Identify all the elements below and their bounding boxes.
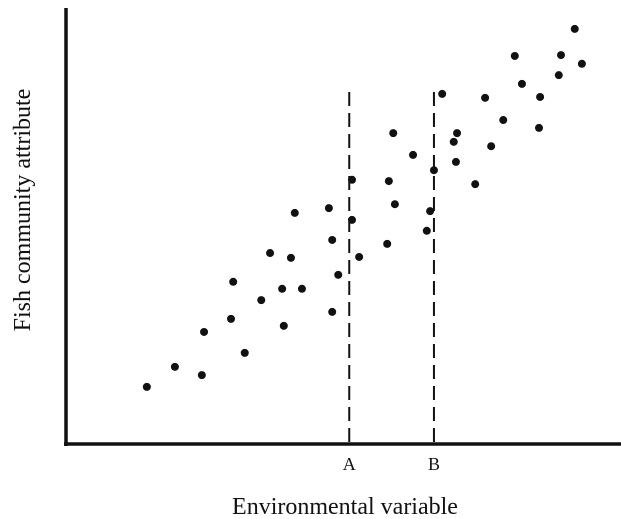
point (240, 348, 249, 357)
point (422, 226, 431, 235)
point (471, 180, 480, 189)
point (266, 249, 275, 258)
point (557, 51, 565, 60)
point (348, 215, 356, 224)
point (409, 150, 418, 159)
point (197, 371, 206, 380)
point (290, 208, 299, 217)
point (200, 327, 209, 336)
point (297, 284, 306, 293)
point (227, 314, 235, 323)
point (383, 239, 392, 248)
point (324, 204, 333, 213)
point (229, 277, 238, 286)
point (348, 175, 356, 184)
point (577, 59, 586, 68)
reference-label: A (343, 454, 356, 474)
reference-label: B (428, 454, 440, 474)
point (453, 129, 462, 138)
point (334, 270, 343, 279)
point (384, 177, 393, 186)
point (481, 93, 490, 102)
point (426, 207, 435, 216)
point (278, 284, 287, 293)
point (510, 51, 519, 60)
point (438, 89, 447, 98)
point (355, 252, 364, 261)
point (517, 79, 526, 88)
point (451, 157, 460, 166)
point (328, 307, 337, 316)
point (170, 362, 179, 371)
x-axis-label: Environmental variable (232, 494, 458, 519)
point (142, 382, 151, 391)
point (328, 235, 337, 244)
point (536, 92, 545, 101)
point (286, 253, 295, 262)
y-axis-label: Fish community attribute (10, 89, 36, 332)
point (499, 116, 508, 125)
point (449, 137, 458, 146)
point (554, 71, 563, 80)
point (390, 200, 399, 209)
point (257, 296, 266, 305)
point (429, 166, 438, 175)
point (570, 24, 579, 33)
point (389, 129, 398, 138)
point (487, 142, 496, 151)
point (279, 321, 288, 330)
point (535, 123, 543, 132)
